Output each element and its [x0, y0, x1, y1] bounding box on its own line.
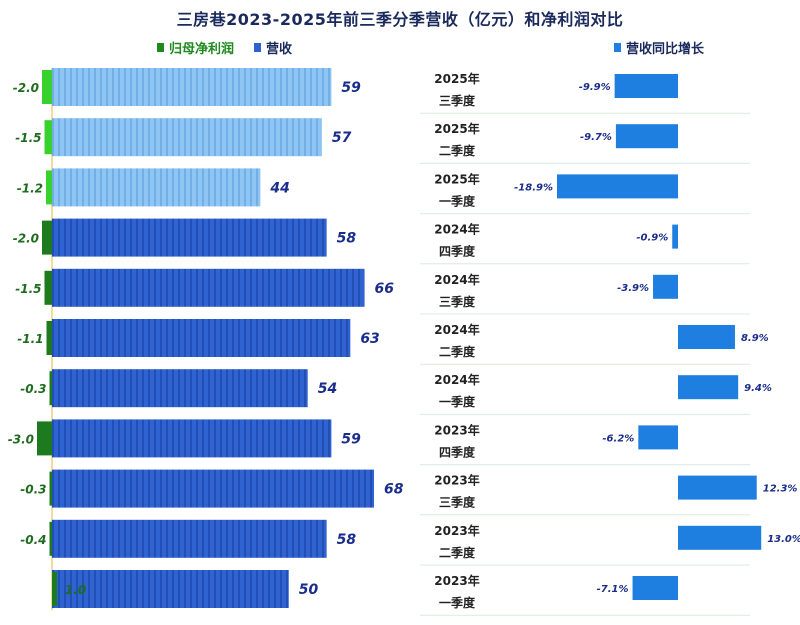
net-profit-value-label: -0.3: [20, 483, 46, 497]
net-profit-bar: [49, 521, 52, 556]
revenue-bar: [52, 519, 327, 558]
net-profit-bar: [37, 421, 52, 456]
category-year-label: 2023年: [434, 422, 479, 437]
revenue-bar: [52, 369, 308, 408]
category-year-label: 2024年: [434, 222, 479, 237]
net-profit-bar: [52, 572, 57, 606]
revenue-bar: [52, 68, 332, 106]
legend-net-profit: 归母净利润: [157, 38, 234, 57]
category-quarter-label: 四季度: [439, 444, 476, 459]
revenue-value-label: 44: [269, 180, 289, 196]
net-profit-value-label: -1.2: [17, 181, 43, 195]
category-year-label: 2024年: [434, 372, 479, 387]
category-year-label: 2023年: [434, 573, 479, 588]
net-profit-bar: [42, 220, 52, 255]
legend-net-profit-swatch: [157, 43, 164, 52]
growth-bar: [678, 525, 762, 550]
net-profit-bar: [46, 170, 52, 205]
growth-value-label: -3.9%: [617, 283, 649, 294]
revenue-bar: [52, 218, 327, 257]
revenue-value-label: 63: [360, 331, 379, 347]
category-year-label: 2025年: [434, 171, 479, 186]
net-profit-value-label: -0.3: [20, 382, 46, 396]
net-profit-value-label: -0.4: [20, 533, 46, 547]
growth-bar: [678, 325, 735, 349]
category-quarter-label: 三季度: [439, 495, 476, 510]
net-profit-value-label: -1.1: [17, 332, 43, 346]
revenue-bar: [52, 319, 351, 357]
legend-revenue-label: 营收: [266, 42, 293, 57]
growth-bar: [615, 124, 678, 149]
growth-value-label: 8.9%: [741, 333, 769, 344]
chart-title: 三房巷2023-2025年前三季分季营收（亿元）和净利润对比: [176, 10, 624, 29]
revenue-bar: [52, 570, 289, 608]
growth-bar: [614, 74, 678, 98]
category-quarter-label: 二季度: [439, 344, 476, 359]
growth-value-label: -18.9%: [514, 182, 553, 193]
growth-value-label: 12.3%: [763, 484, 798, 495]
category-quarter-label: 三季度: [439, 93, 476, 108]
legend-growth-label: 营收同比增长: [626, 42, 705, 57]
growth-value-label: 13.0%: [767, 534, 800, 545]
revenue-value-label: 59: [341, 431, 361, 447]
legend-revenue: 营收: [254, 38, 292, 57]
net-profit-bar: [49, 371, 52, 406]
net-profit-value-label: -1.5: [15, 131, 41, 145]
revenue-value-label: 57: [332, 130, 352, 146]
legend-net-profit-label: 归母净利润: [169, 42, 235, 57]
category-year-label: 2025年: [434, 71, 479, 86]
growth-bar: [678, 475, 757, 500]
category-year-label: 2023年: [434, 523, 479, 538]
category-quarter-label: 一季度: [439, 193, 476, 208]
growth-bar: [638, 425, 678, 450]
legend-growth: 营收同比增长: [614, 38, 704, 57]
category-quarter-label: 四季度: [439, 244, 476, 259]
category-year-label: 2023年: [434, 473, 479, 488]
revenue-bar: [52, 118, 322, 157]
revenue-value-label: 58: [337, 532, 357, 548]
category-quarter-label: 一季度: [439, 394, 476, 409]
growth-bar: [672, 224, 678, 249]
growth-value-label: -9.7%: [580, 132, 612, 143]
revenue-value-label: 59: [341, 80, 361, 96]
revenue-bar: [52, 168, 261, 207]
net-profit-value-label: -1.5: [15, 282, 41, 296]
revenue-value-label: 66: [375, 281, 395, 297]
net-profit-bar: [49, 471, 52, 506]
category-year-label: 2025年: [434, 121, 479, 136]
revenue-value-label: 58: [337, 231, 357, 247]
revenue-bar: [52, 268, 365, 307]
legend-growth-swatch: [614, 43, 621, 52]
net-profit-value-label: -2.0: [13, 232, 39, 246]
category-year-label: 2024年: [434, 322, 479, 337]
category-quarter-label: 二季度: [439, 545, 476, 560]
net-profit-bar: [44, 270, 52, 305]
growth-value-label: -6.2%: [602, 433, 634, 444]
revenue-bar: [52, 469, 374, 508]
legend-revenue-swatch: [254, 43, 261, 52]
growth-bar: [678, 375, 739, 400]
growth-bar: [632, 576, 678, 600]
growth-bar: [653, 274, 678, 299]
category-quarter-label: 二季度: [439, 143, 476, 158]
net-profit-value-label: -3.0: [8, 432, 34, 446]
net-profit-bar: [44, 120, 52, 155]
revenue-value-label: 54: [318, 381, 337, 397]
net-profit-bar: [42, 70, 52, 104]
growth-value-label: -9.9%: [579, 82, 611, 93]
revenue-bar: [52, 419, 332, 458]
net-profit-bar: [46, 321, 52, 355]
growth-value-label: 9.4%: [744, 383, 772, 394]
net-profit-value-label: -2.0: [13, 81, 39, 95]
growth-value-label: -0.9%: [636, 233, 668, 244]
category-year-label: 2024年: [434, 272, 479, 287]
net-profit-value-label: 1.0: [65, 583, 86, 597]
revenue-value-label: 50: [299, 582, 319, 598]
revenue-value-label: 68: [384, 482, 404, 498]
growth-bar: [557, 174, 678, 199]
category-quarter-label: 三季度: [439, 294, 476, 309]
category-quarter-label: 一季度: [439, 595, 476, 610]
growth-value-label: -7.1%: [597, 584, 629, 595]
